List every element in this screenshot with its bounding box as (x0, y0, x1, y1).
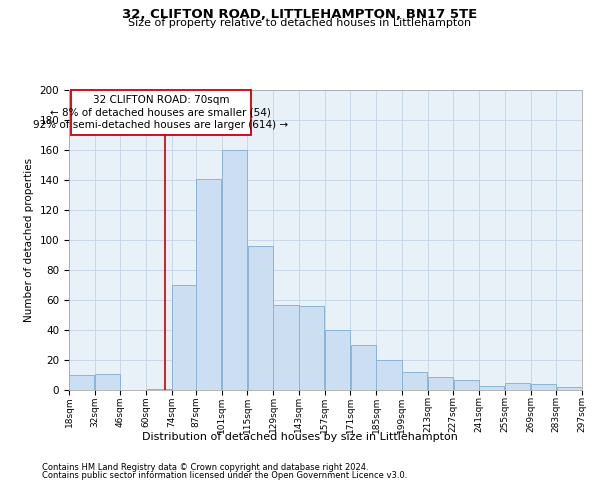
Text: Contains HM Land Registry data © Crown copyright and database right 2024.: Contains HM Land Registry data © Crown c… (42, 464, 368, 472)
Bar (557, 387, 582, 390)
Bar (454, 380, 479, 390)
Bar (325, 330, 350, 390)
Bar (350, 345, 376, 390)
Bar (376, 360, 401, 390)
Bar (274, 304, 299, 390)
Bar (248, 246, 273, 390)
Bar (95, 374, 120, 390)
Bar (531, 384, 556, 390)
Bar (172, 285, 196, 390)
Y-axis label: Number of detached properties: Number of detached properties (24, 158, 34, 322)
Text: Contains public sector information licensed under the Open Government Licence v3: Contains public sector information licen… (42, 471, 407, 480)
Bar (428, 376, 453, 390)
Bar (146, 388, 172, 390)
Bar (69, 375, 94, 390)
Bar (222, 150, 247, 390)
Bar (299, 306, 325, 390)
Text: ← 8% of detached houses are smaller (54): ← 8% of detached houses are smaller (54) (50, 108, 271, 118)
Text: 32, CLIFTON ROAD, LITTLEHAMPTON, BN17 5TE: 32, CLIFTON ROAD, LITTLEHAMPTON, BN17 5T… (122, 8, 478, 20)
Bar (196, 178, 221, 390)
Text: Distribution of detached houses by size in Littlehampton: Distribution of detached houses by size … (142, 432, 458, 442)
Bar (505, 382, 530, 390)
Text: Size of property relative to detached houses in Littlehampton: Size of property relative to detached ho… (128, 18, 472, 28)
Text: 92% of semi-detached houses are larger (614) →: 92% of semi-detached houses are larger (… (34, 120, 289, 130)
Bar (479, 386, 505, 390)
Bar (402, 372, 427, 390)
Text: 32 CLIFTON ROAD: 70sqm: 32 CLIFTON ROAD: 70sqm (92, 95, 229, 105)
